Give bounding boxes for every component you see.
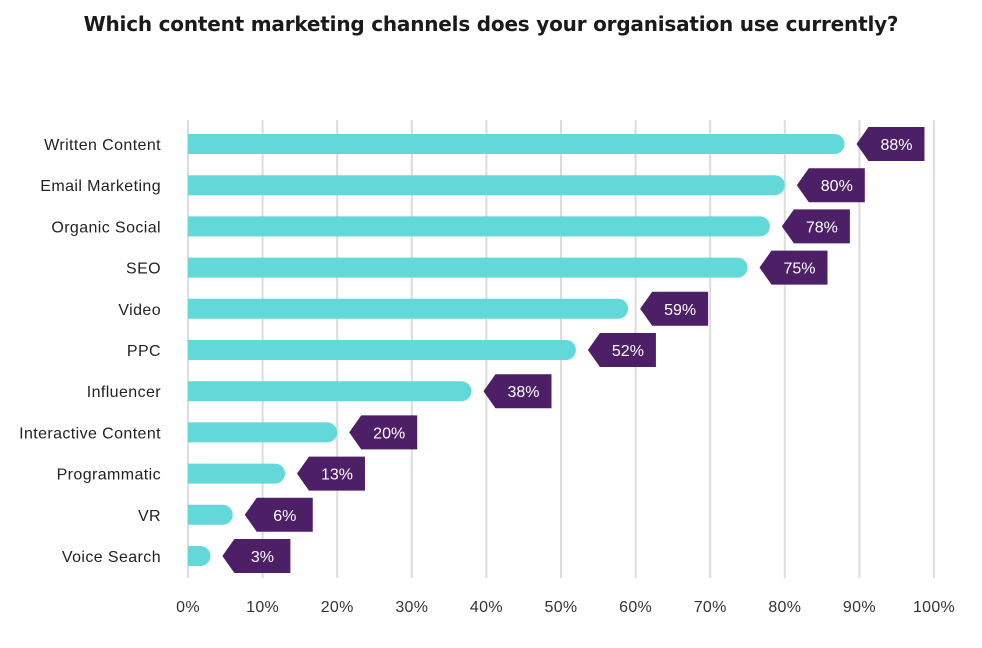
category-label: PPC [127, 343, 161, 360]
value-tag [856, 127, 925, 161]
value-label: 20% [373, 425, 405, 442]
value-tag [222, 539, 291, 573]
x-tick-label: 20% [321, 599, 354, 616]
value-tag [759, 250, 828, 285]
x-tick-label: 60% [619, 599, 652, 616]
value-label: 59% [664, 302, 696, 319]
bar [188, 546, 211, 566]
x-tick-label: 10% [246, 599, 279, 616]
bar [188, 422, 338, 443]
chart-title: Which content marketing channels does yo… [83, 12, 899, 36]
category-label: Email Marketing [40, 178, 161, 195]
bar [188, 381, 472, 402]
x-tick-label: 100% [913, 599, 955, 616]
value-tag [244, 497, 313, 532]
value-tag [483, 374, 552, 409]
value-tag [587, 333, 656, 367]
value-tag [796, 168, 865, 203]
bar [188, 257, 748, 278]
x-tick-label: 80% [768, 599, 801, 616]
value-tag [781, 209, 850, 244]
bar [188, 463, 285, 484]
value-label: 3% [251, 549, 274, 566]
x-tick-label: 0% [176, 599, 200, 616]
value-tag [349, 415, 418, 450]
value-label: 13% [321, 467, 353, 484]
x-tick-label: 40% [470, 599, 503, 616]
category-label: SEO [126, 261, 161, 278]
value-label: 38% [507, 384, 539, 401]
x-tick-label: 90% [843, 599, 876, 616]
value-label: 6% [273, 508, 296, 525]
value-tag [296, 456, 365, 491]
value-tag [640, 291, 709, 326]
x-tick-label: 50% [545, 599, 578, 616]
bar [188, 504, 233, 525]
category-label: Organic Social [51, 219, 161, 236]
category-label: Interactive Content [19, 425, 161, 442]
bar [188, 340, 576, 360]
category-label: Influencer [87, 384, 162, 401]
bar [188, 216, 770, 237]
category-label: VR [138, 508, 161, 525]
bar [188, 298, 629, 319]
bar [188, 134, 845, 154]
category-label: Programmatic [57, 467, 161, 484]
category-label: Video [118, 302, 161, 319]
value-label: 80% [821, 178, 853, 195]
bar [188, 175, 785, 196]
x-tick-label: 70% [694, 599, 727, 616]
value-label: 75% [783, 261, 815, 278]
category-label: Voice Search [62, 549, 161, 566]
value-label: 88% [880, 137, 912, 154]
x-tick-label: 30% [395, 599, 428, 616]
category-label: Written Content [44, 137, 161, 154]
value-label: 78% [806, 219, 838, 236]
value-label: 52% [612, 343, 644, 360]
